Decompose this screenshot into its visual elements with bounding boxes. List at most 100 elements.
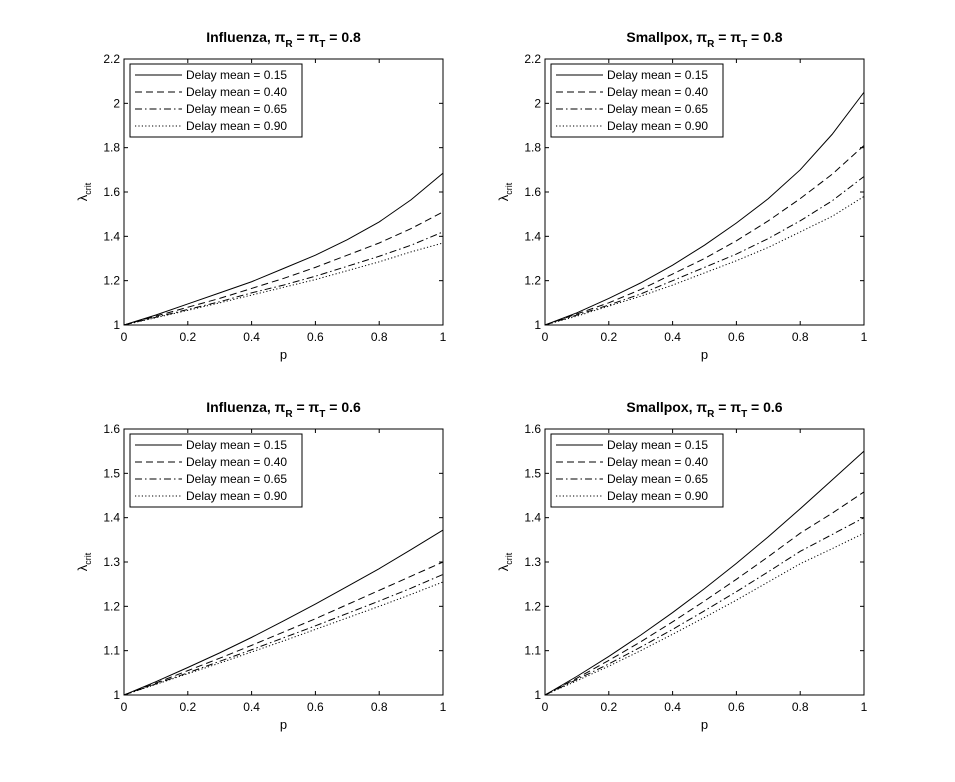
y-tick-label: 1.4 (103, 229, 120, 243)
y-tick-label: 1 (113, 688, 120, 702)
y-tick-label: 1.8 (103, 141, 120, 155)
chart-title: Smallpox, πR = πT = 0.8 (626, 29, 782, 50)
chart-panel-3: 0 0.2 0.4 0.6 0.8 1 1 1.1 1.2 1.3 1.4 1.5 1.6 p λcrit I… (75, 399, 447, 732)
chart-title-part: R (285, 39, 293, 50)
x-tick-label: 0.8 (792, 700, 809, 714)
y-axis-label-subscript: crit (504, 552, 514, 564)
legend-label-2: Delay mean = 0.40 (186, 455, 287, 469)
y-tick-label: 1.6 (103, 185, 120, 199)
y-tick-label: 1.3 (524, 555, 541, 569)
x-tick-label: 0 (542, 330, 549, 344)
y-tick-label: 1 (113, 318, 120, 332)
legend-label-3: Delay mean = 0.65 (186, 102, 287, 116)
y-tick-label: 2.2 (103, 52, 120, 66)
x-tick-label: 1 (440, 330, 447, 344)
series-line-2 (123, 211, 444, 326)
y-axis-label: λcrit (75, 552, 93, 571)
x-axis-label: p (701, 347, 708, 362)
legend-label-3: Delay mean = 0.65 (186, 472, 287, 486)
chart-title-part: R (285, 409, 293, 420)
legend-label-1: Delay mean = 0.15 (607, 68, 708, 82)
legend: Delay mean = 0.15 Delay mean = 0.40 Delay … (550, 63, 724, 138)
chart-title-part: T (741, 39, 747, 50)
y-tick-label: 1.6 (524, 422, 541, 436)
chart-panel-4: 0 0.2 0.4 0.6 0.8 1 1 1.1 1.2 1.3 1.4 1.5 1.6 p λcrit S… (496, 399, 868, 732)
x-tick-label: 1 (861, 330, 868, 344)
legend-label-1: Delay mean = 0.15 (186, 68, 287, 82)
x-tick-label: 0.4 (243, 700, 260, 714)
chart-title-part: Influenza, π (206, 29, 285, 45)
chart-panel-2: 0 0.2 0.4 0.6 0.8 1 1 1.2 1.4 1.6 1.8 2 2.2 p λcrit Sma… (496, 29, 868, 362)
y-tick-label: 2 (534, 96, 541, 110)
y-axis-label-symbol: λ (496, 564, 511, 571)
y-tick-label: 1.8 (524, 141, 541, 155)
y-axis-label: λcrit (496, 552, 514, 571)
y-tick-label: 1.5 (524, 466, 541, 480)
legend: Delay mean = 0.15 Delay mean = 0.40 Delay … (550, 433, 724, 508)
chart-title-part: T (319, 39, 325, 50)
series-line-4 (544, 196, 865, 326)
y-tick-label: 1.5 (103, 466, 120, 480)
chart-title-part: Smallpox, π (626, 399, 707, 415)
y-tick-label: 1.4 (103, 511, 120, 525)
y-tick-label: 1.2 (103, 274, 120, 288)
legend-box (129, 63, 303, 138)
x-tick-label: 0 (121, 700, 128, 714)
legend-label-2: Delay mean = 0.40 (607, 455, 708, 469)
legend-box (550, 433, 724, 508)
x-tick-label: 0.6 (307, 330, 324, 344)
x-tick-label: 0.4 (243, 330, 260, 344)
y-axis-label-symbol: λ (75, 564, 90, 571)
y-tick-label: 1 (534, 318, 541, 332)
chart-title-part: = π (293, 399, 320, 415)
x-tick-label: 0.6 (307, 700, 324, 714)
x-axis-label: p (280, 347, 287, 362)
y-axis-label-subscript: crit (83, 182, 93, 194)
x-tick-label: 0.2 (179, 700, 196, 714)
x-tick-label: 0.8 (371, 700, 388, 714)
x-tick-label: 0 (121, 330, 128, 344)
y-tick-label: 1.6 (103, 422, 120, 436)
x-tick-label: 0.4 (664, 700, 681, 714)
legend-label-2: Delay mean = 0.40 (607, 85, 708, 99)
x-tick-label: 0.6 (728, 330, 745, 344)
y-tick-label: 1.3 (103, 555, 120, 569)
x-tick-label: 0.2 (179, 330, 196, 344)
chart-title-part: = π (714, 399, 741, 415)
x-tick-label: 0.2 (600, 700, 617, 714)
chart-title-part: Influenza, π (206, 399, 285, 415)
y-tick-label: 1.6 (524, 185, 541, 199)
series-line-1 (544, 450, 865, 696)
chart-title: Influenza, πR = πT = 0.6 (206, 399, 361, 420)
x-tick-label: 0.2 (600, 330, 617, 344)
legend-label-1: Delay mean = 0.15 (186, 438, 287, 452)
y-tick-label: 1.1 (524, 644, 541, 658)
chart-title-part: Smallpox, π (626, 29, 707, 45)
chart-title-part: T (741, 409, 747, 420)
series-line-4 (123, 242, 444, 326)
y-tick-label: 1.2 (524, 274, 541, 288)
y-tick-label: 1.4 (524, 511, 541, 525)
y-tick-label: 1.2 (524, 599, 541, 613)
y-tick-label: 1.2 (103, 599, 120, 613)
legend-label-4: Delay mean = 0.90 (186, 119, 287, 133)
legend-label-4: Delay mean = 0.90 (607, 489, 708, 503)
chart-title-part: T (319, 409, 325, 420)
series-line-3 (123, 231, 444, 326)
x-tick-label: 1 (861, 700, 868, 714)
legend-label-3: Delay mean = 0.65 (607, 102, 708, 116)
chart-title-part: = 0.8 (325, 29, 361, 45)
x-tick-label: 0.4 (664, 330, 681, 344)
chart-title: Influenza, πR = πT = 0.8 (206, 29, 361, 50)
x-tick-label: 0.8 (371, 330, 388, 344)
legend-box (550, 63, 724, 138)
series-line-2 (123, 561, 444, 696)
legend: Delay mean = 0.15 Delay mean = 0.40 Delay … (129, 63, 303, 138)
y-axis-label-subscript: crit (504, 182, 514, 194)
series-line-2 (544, 491, 865, 696)
series-line-1 (123, 172, 444, 326)
chart-title-part: = 0.8 (747, 29, 783, 45)
chart-title-part: = π (714, 29, 741, 45)
series-line-4 (544, 532, 865, 696)
